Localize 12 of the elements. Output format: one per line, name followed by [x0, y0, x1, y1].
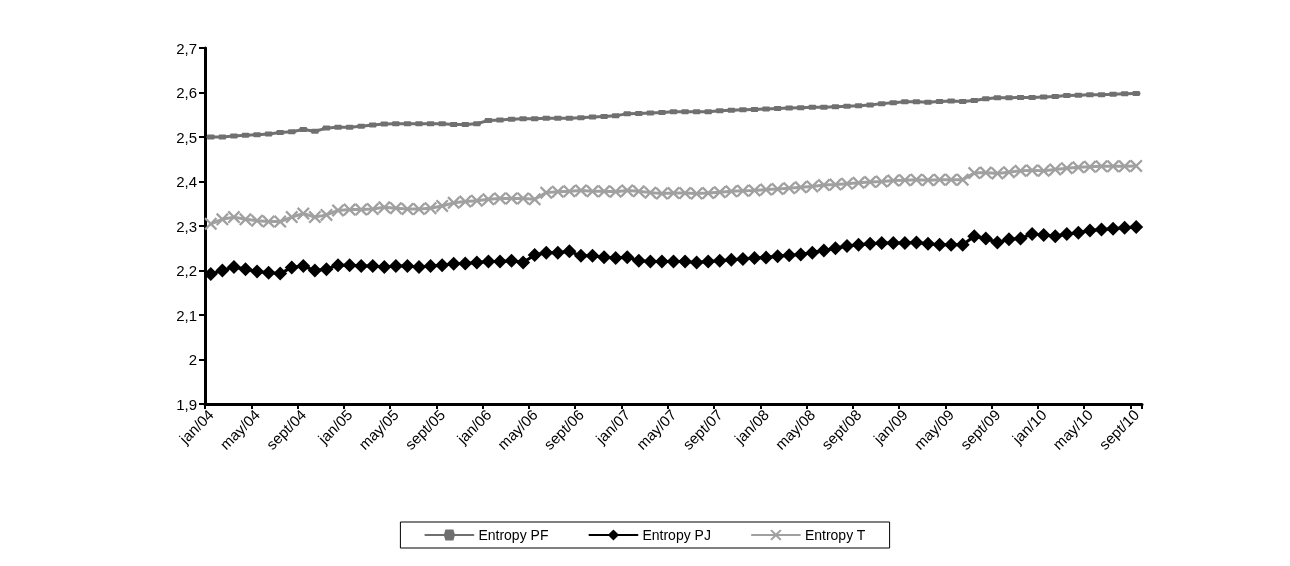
y-tick-label: 2,7 [176, 39, 197, 57]
y-tick-label: 2,4 [176, 173, 197, 190]
y-tick-label: 1,9 [176, 395, 197, 413]
y-tick-label: 2,6 [176, 84, 197, 101]
y-tick-label: 2,2 [176, 262, 197, 279]
y-tick-label: 2 [188, 351, 197, 368]
legend-label: Entropy PF [478, 527, 549, 543]
legend-label: Entropy T [804, 527, 866, 543]
y-tick-label: 2,3 [176, 217, 197, 235]
legend-label: Entropy PJ [642, 527, 711, 543]
y-tick-label: 2,1 [176, 306, 197, 324]
y-tick-label: 2,5 [176, 128, 197, 146]
